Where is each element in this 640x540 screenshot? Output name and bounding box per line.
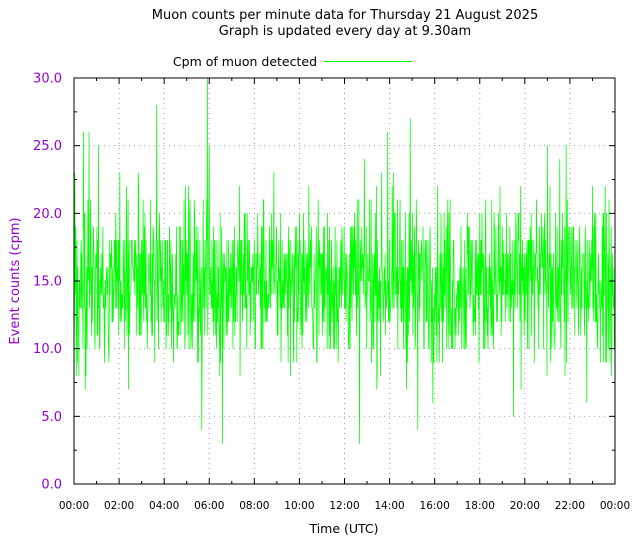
x-tick-label: 14:00 (374, 500, 404, 512)
x-tick-label: 02:00 (104, 500, 134, 512)
y-tick-label: 25.0 (33, 139, 62, 154)
y-tick-label: 30.0 (33, 72, 62, 87)
y-tick-label: 15.0 (33, 275, 62, 290)
chart-title: Muon counts per minute data for Thursday… (152, 8, 538, 23)
x-tick-labels: 00:00 02:00 04:00 06:00 08:00 10:00 12:00 14:00… (59, 500, 630, 512)
y-tick-label: 5.0 (41, 410, 62, 425)
y-tick-label: 10.0 (33, 342, 62, 357)
x-tick-label: 12:00 (329, 500, 359, 512)
x-tick-label: 00:00 (600, 500, 630, 512)
x-tick-label: 22:00 (555, 500, 585, 512)
x-tick-label: 16:00 (420, 500, 450, 512)
y-axis-label: Event counts (cpm) (8, 217, 23, 344)
x-tick-label: 20:00 (510, 500, 540, 512)
x-tick-label: 00:00 (59, 500, 89, 512)
x-axis-label: Time (UTC) (308, 521, 378, 536)
y-tick-label: 20.0 (33, 207, 62, 222)
x-tick-label: 08:00 (239, 500, 269, 512)
chart-subtitle: Graph is updated every day at 9.30am (219, 24, 471, 39)
x-tick-label: 06:00 (194, 500, 224, 512)
x-tick-label: 10:00 (284, 500, 314, 512)
y-tick-labels: 0.0 5.0 10.0 15.0 20.0 25.0 30.0 (33, 72, 62, 493)
x-tick-label: 18:00 (465, 500, 495, 512)
x-tick-label: 04:00 (149, 500, 179, 512)
axis-ticks (73, 77, 616, 485)
legend-label: Cpm of muon detected (173, 54, 317, 69)
y-tick-label: 0.0 (41, 478, 62, 493)
series-path (73, 77, 615, 444)
series-line (73, 77, 615, 444)
